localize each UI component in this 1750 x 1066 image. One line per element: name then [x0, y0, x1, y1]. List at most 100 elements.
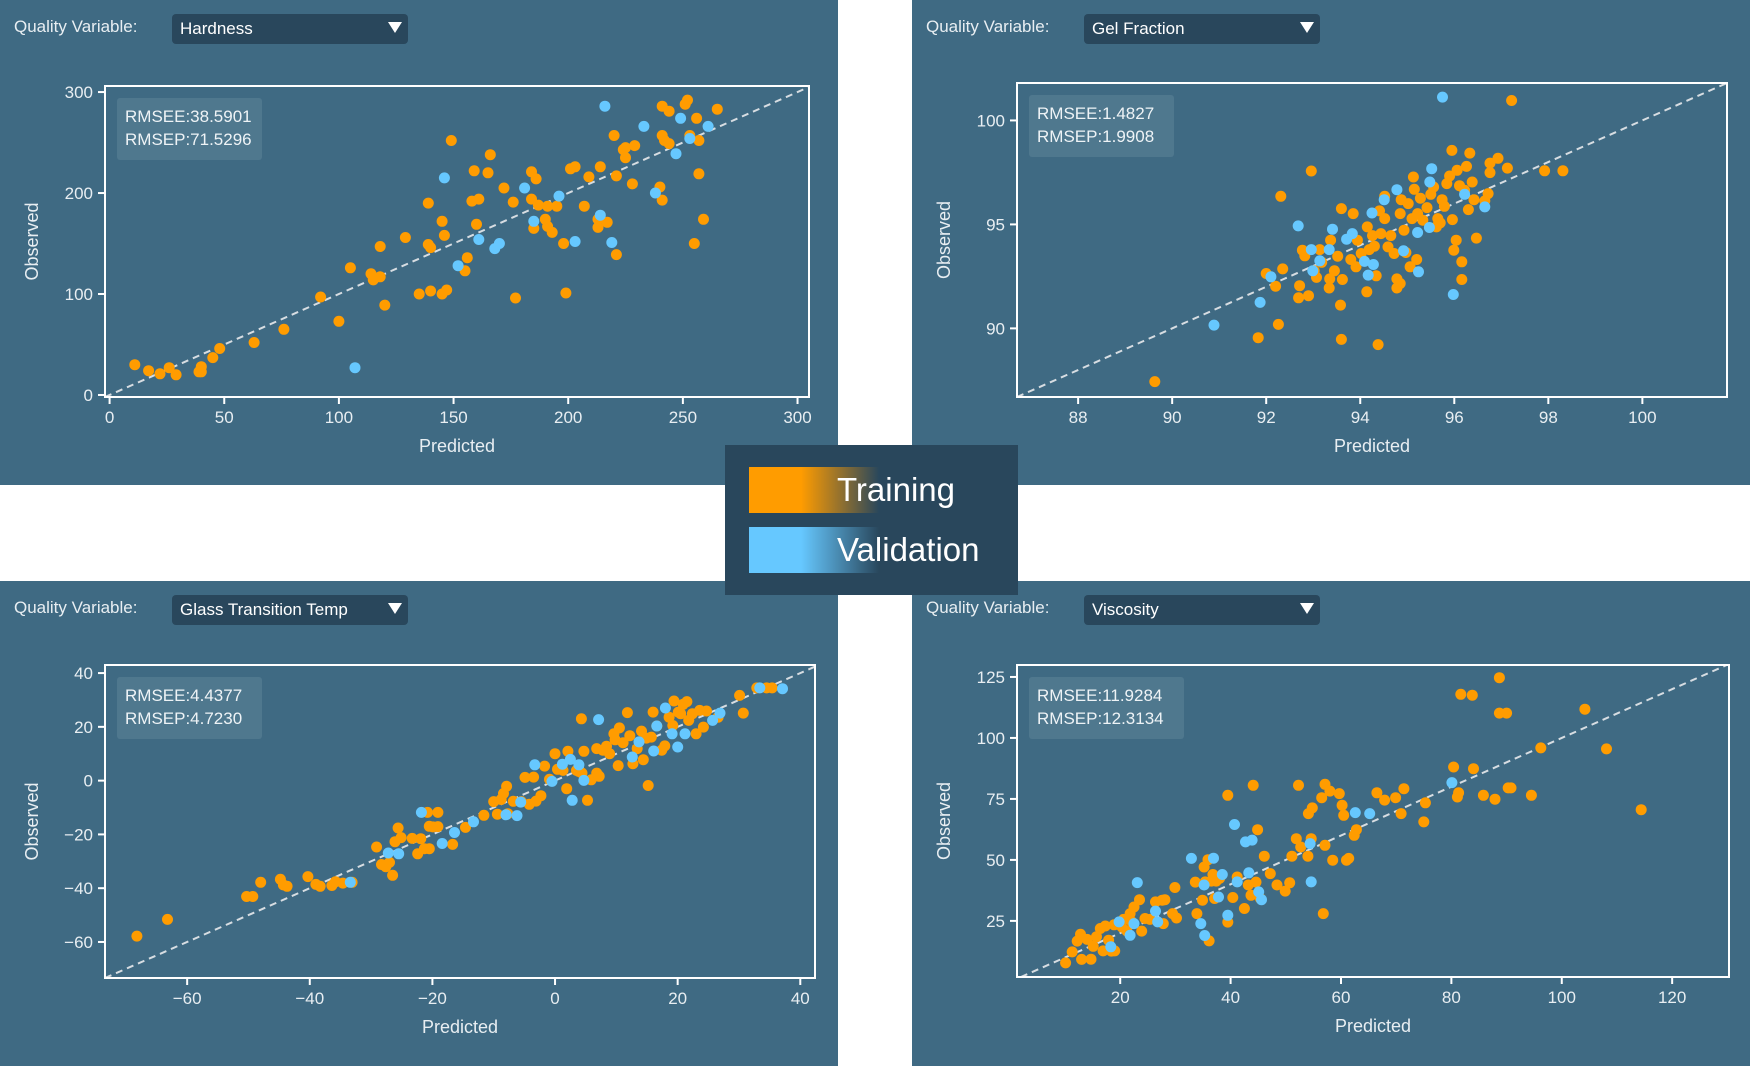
- training-point: [1335, 299, 1346, 311]
- training-point: [1464, 147, 1476, 159]
- training-point: [1085, 953, 1097, 965]
- training-point: [1338, 809, 1350, 821]
- validation-point: [553, 190, 565, 202]
- training-point: [1451, 164, 1463, 176]
- training-point: [629, 140, 641, 152]
- x-tick-label: −60: [173, 989, 202, 1008]
- training-point: [528, 771, 540, 783]
- training-point: [1272, 318, 1284, 330]
- quality-variable-dropdown[interactable]: Gel Fraction: [1084, 14, 1320, 44]
- training-point: [1252, 824, 1264, 836]
- validation-point: [1213, 891, 1224, 903]
- training-point: [1305, 165, 1317, 177]
- training-point: [1402, 198, 1414, 210]
- validation-point: [1208, 319, 1220, 331]
- training-point: [195, 366, 207, 378]
- training-point: [1388, 248, 1400, 259]
- training-point: [578, 745, 590, 757]
- x-tick-label: 200: [554, 408, 582, 427]
- training-point: [1408, 183, 1420, 195]
- training-point: [734, 689, 746, 701]
- validation-point: [1362, 269, 1374, 281]
- validation-point: [449, 827, 460, 838]
- quality-variable-dropdown[interactable]: Glass Transition Temp: [172, 595, 408, 625]
- training-point: [1316, 792, 1328, 804]
- training-point: [460, 821, 471, 833]
- plot-frame: [104, 85, 810, 398]
- validation-point: [593, 714, 605, 726]
- training-point: [561, 783, 573, 795]
- validation-point: [566, 794, 578, 806]
- training-point: [344, 262, 356, 274]
- y-tick-label: 75: [986, 790, 1005, 809]
- training-point: [406, 832, 418, 844]
- training-point: [697, 721, 709, 733]
- training-point: [1557, 165, 1569, 177]
- training-point: [1470, 232, 1482, 244]
- validation-point: [344, 876, 356, 888]
- validation-point: [546, 775, 558, 787]
- x-tick-label: 96: [1445, 408, 1464, 427]
- plot-frame: [1016, 82, 1728, 398]
- training-point: [1327, 854, 1339, 866]
- training-point: [530, 173, 542, 185]
- chevron-down-icon: [388, 603, 402, 614]
- panel-gel-fraction: Quality Variable: Gel Fraction 88 90 92 94 9…: [912, 0, 1750, 485]
- training-point: [501, 780, 513, 792]
- training-point: [578, 200, 590, 212]
- training-point: [1306, 802, 1318, 814]
- rmsep-text: RMSEP:12.3134: [1037, 709, 1164, 728]
- y-tick-label: 20: [74, 718, 93, 737]
- y-tick-label: 100: [977, 729, 1005, 748]
- quality-variable-dropdown[interactable]: Viscosity: [1084, 595, 1320, 625]
- x-tick-label: 88: [1069, 408, 1088, 427]
- training-point: [1484, 167, 1496, 179]
- training-point: [510, 292, 521, 304]
- training-point: [445, 135, 457, 146]
- validation-point: [626, 751, 638, 763]
- training-point: [663, 105, 675, 117]
- training-point: [1314, 244, 1326, 256]
- training-point: [1350, 824, 1362, 836]
- training-point: [1258, 850, 1270, 862]
- training-point: [532, 199, 544, 211]
- training-point: [608, 130, 620, 141]
- training-point: [1414, 192, 1426, 204]
- training-point: [379, 299, 391, 311]
- training-point: [560, 287, 572, 299]
- training-point: [617, 737, 629, 749]
- training-point: [154, 368, 166, 380]
- quality-variable-label: Quality Variable:: [926, 598, 1050, 617]
- legend-item-training: Training: [749, 467, 999, 513]
- x-tick-label: 92: [1257, 408, 1276, 427]
- training-point: [549, 748, 561, 760]
- x-tick-label: −40: [295, 989, 324, 1008]
- training-point: [690, 728, 702, 740]
- training-point: [1247, 779, 1259, 791]
- validation-point: [578, 774, 590, 786]
- validation-point: [500, 809, 512, 821]
- training-point: [1468, 194, 1480, 206]
- legend-item-validation: Validation: [749, 527, 999, 573]
- training-point: [1325, 234, 1337, 246]
- validation-point: [1412, 227, 1424, 238]
- training-point: [1271, 879, 1283, 891]
- legend: Training Validation: [725, 445, 1018, 595]
- training-point: [314, 880, 326, 892]
- training-point: [413, 288, 425, 300]
- validation-point: [1424, 176, 1436, 188]
- chevron-down-icon: [1300, 603, 1314, 614]
- training-point: [392, 822, 404, 834]
- training-point: [682, 94, 693, 106]
- training-point: [248, 337, 260, 348]
- x-tick-label: 40: [791, 989, 810, 1008]
- training-point: [333, 315, 345, 327]
- training-point: [1333, 788, 1345, 800]
- chevron-down-icon: [388, 22, 402, 33]
- validation-point: [649, 187, 661, 199]
- y-axis-label: Observed: [22, 782, 42, 860]
- training-point: [1501, 162, 1513, 174]
- training-point: [667, 720, 679, 731]
- quality-variable-dropdown[interactable]: Hardness: [172, 14, 408, 44]
- validation-point: [1208, 852, 1219, 864]
